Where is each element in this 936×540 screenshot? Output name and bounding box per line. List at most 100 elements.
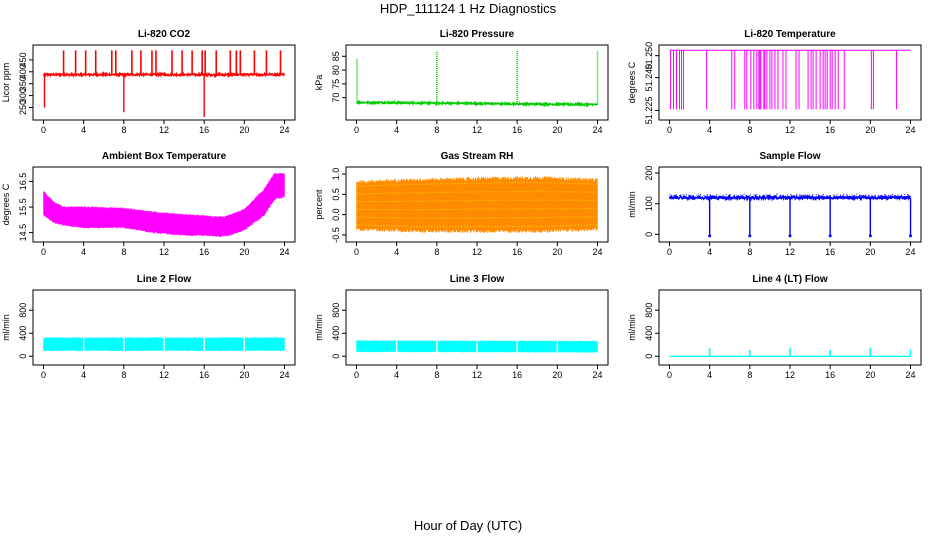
x-tick-label: 0 <box>667 247 672 257</box>
data-texture <box>356 199 598 203</box>
y-axis-label: kPa <box>314 75 324 91</box>
y-axis-label: percent <box>314 189 324 220</box>
x-tick-label: 20 <box>239 370 249 380</box>
x-tick-label: 8 <box>747 370 752 380</box>
data-line <box>356 99 599 108</box>
x-tick-label: 12 <box>785 370 795 380</box>
x-tick-label: 4 <box>394 125 399 135</box>
x-tick-label: 20 <box>552 370 562 380</box>
data-texture <box>356 216 598 219</box>
x-tick-label: 8 <box>434 247 439 257</box>
plot-frame <box>345 44 609 121</box>
y-tick-label: 70 <box>331 93 341 103</box>
x-tick-label: 0 <box>41 125 46 135</box>
y-tick-label: 450 <box>18 52 28 67</box>
data-point <box>708 234 712 238</box>
y-tick-label: 0 <box>644 232 654 237</box>
y-tick-label: 800 <box>331 303 341 318</box>
data-point <box>748 234 752 238</box>
panel-pressure: Li-820 Pressure kPa 0 4 8 12 16 20 24 70 75 80 85 <box>314 29 609 135</box>
y-tick-label: 800 <box>18 303 28 318</box>
x-tick-label: 24 <box>280 125 290 135</box>
panel-title: Li-820 CO2 <box>138 29 191 40</box>
x-tick-label: 24 <box>280 247 290 257</box>
plot-frame <box>32 44 296 121</box>
x-tick-label: 24 <box>593 247 603 257</box>
x-axis-label: Hour of Day (UTC) <box>413 518 523 533</box>
y-tick-label: 1.0 <box>331 168 341 181</box>
x-tick-label: 12 <box>159 125 169 135</box>
x-tick-label: 12 <box>159 247 169 257</box>
panel-line2: Line 2 Flow ml/min 0 4 8 12 16 20 24 0 400 800 <box>1 274 296 380</box>
x-tick-label: 8 <box>121 370 126 380</box>
data-point <box>909 234 913 238</box>
y-tick-label: 85 <box>331 51 341 61</box>
y-tick-label: 200 <box>644 166 654 181</box>
x-tick-label: 20 <box>552 125 562 135</box>
panel-title: Sample Flow <box>759 151 820 162</box>
y-tick-label: 0 <box>18 354 28 359</box>
x-tick-label: 8 <box>434 370 439 380</box>
y-tick-label: 0 <box>331 354 341 359</box>
panel-box_temp: Ambient Box Temperature degrees C 0 4 8 12 16 2… <box>1 151 296 257</box>
y-axis-label: ml/min <box>314 314 324 341</box>
y-axis-label: degrees C <box>1 183 11 225</box>
x-tick-label: 16 <box>199 247 209 257</box>
panel-title: Line 4 (LT) Flow <box>752 274 828 285</box>
panel-line4: Line 4 (LT) Flow ml/min 0 4 8 12 16 20 24 0 400 800 <box>627 274 922 380</box>
y-tick-label: 400 <box>18 326 28 341</box>
x-tick-label: 20 <box>865 247 875 257</box>
y-tick-label: 80 <box>331 65 341 75</box>
y-tick-label: 800 <box>644 303 654 318</box>
x-tick-label: 16 <box>199 370 209 380</box>
x-tick-label: 16 <box>825 125 835 135</box>
panel-title: Ambient Box Temperature <box>102 151 227 162</box>
x-tick-label: 24 <box>906 125 916 135</box>
x-tick-label: 24 <box>280 370 290 380</box>
x-tick-label: 4 <box>81 370 86 380</box>
x-tick-label: 0 <box>354 370 359 380</box>
x-tick-label: 0 <box>41 247 46 257</box>
y-axis-label: ml/min <box>1 314 11 341</box>
x-tick-label: 8 <box>434 125 439 135</box>
panel-title: Li-820 Temperature <box>744 29 836 40</box>
plot-frame <box>32 289 296 366</box>
y-tick-label: -0.5 <box>331 227 341 243</box>
x-tick-label: 16 <box>825 247 835 257</box>
y-axis-label: ml/min <box>627 314 637 341</box>
data-texture <box>356 208 598 211</box>
x-tick-label: 8 <box>121 247 126 257</box>
y-tick-label: 51.225 <box>644 97 654 125</box>
x-tick-label: 12 <box>785 125 795 135</box>
x-tick-label: 16 <box>512 247 522 257</box>
y-tick-label: 0.5 <box>331 188 341 201</box>
x-tick-label: 16 <box>199 125 209 135</box>
x-tick-label: 20 <box>552 247 562 257</box>
x-tick-label: 0 <box>667 125 672 135</box>
data-texture <box>356 190 598 195</box>
y-axis-label: Licor ppm <box>1 63 11 103</box>
y-tick-label: 51.250 <box>644 42 654 70</box>
x-tick-label: 24 <box>593 125 603 135</box>
y-tick-label: 51.240 <box>644 64 654 92</box>
x-tick-label: 16 <box>825 370 835 380</box>
x-tick-label: 4 <box>707 125 712 135</box>
y-tick-label: 350 <box>18 76 28 91</box>
panel-sample_flow: Sample Flow ml/min 0 4 8 12 16 20 24 0 100 200 <box>627 151 922 257</box>
panel-title: Li-820 Pressure <box>440 29 515 40</box>
panel-title: Gas Stream RH <box>441 151 514 162</box>
y-tick-label: 400 <box>18 64 28 79</box>
x-tick-label: 12 <box>472 125 482 135</box>
x-tick-label: 16 <box>512 370 522 380</box>
x-tick-label: 24 <box>906 370 916 380</box>
x-tick-label: 8 <box>121 125 126 135</box>
y-tick-label: 400 <box>644 326 654 341</box>
data-band <box>356 175 598 234</box>
panel-title: Line 2 Flow <box>137 274 192 285</box>
y-tick-label: 14.5 <box>18 224 28 242</box>
panel-lc_temp: Li-820 Temperature degrees C 0 4 8 12 16 20 24 51… <box>627 29 922 135</box>
x-tick-label: 4 <box>81 247 86 257</box>
x-tick-label: 4 <box>81 125 86 135</box>
